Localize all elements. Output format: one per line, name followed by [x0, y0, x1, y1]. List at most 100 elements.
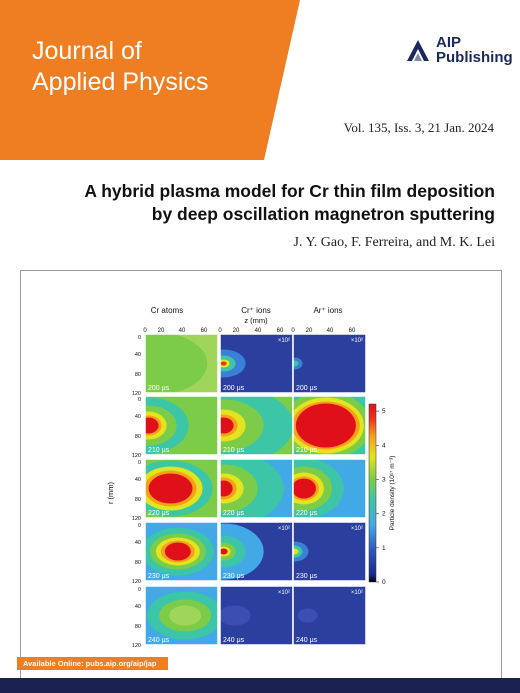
panel-border	[292, 521, 367, 582]
y-tick-label: 80	[135, 560, 141, 566]
multiplier-label: ×10²	[351, 590, 363, 596]
density-panel: 230 μs ×10²	[292, 521, 367, 582]
time-label: 230 μs	[223, 573, 245, 580]
colorbar-tick-label: 4	[382, 442, 386, 449]
column-title-cr-atoms: Cr atoms	[151, 306, 183, 315]
density-panel: 240 μs ×10²	[219, 585, 294, 646]
density-contour	[220, 548, 228, 555]
density-contour	[293, 360, 299, 367]
y-tick-label: 120	[132, 453, 141, 459]
density-contour	[145, 417, 159, 434]
time-label: 240 μs	[223, 637, 245, 644]
y-axis-label: r (mm)	[106, 481, 115, 504]
x-tick-c2-3: 60	[349, 328, 356, 334]
y-tick-label: 40	[135, 540, 141, 546]
panel-border	[292, 395, 367, 456]
article-title: A hybrid plasma model for Cr thin film d…	[20, 180, 495, 226]
y-tick-label: 120	[132, 516, 141, 522]
time-label: 220 μs	[223, 510, 245, 517]
x-tick-c1-2: 40	[255, 328, 262, 334]
density-contour	[295, 403, 356, 448]
y-tick-label: 0	[138, 587, 141, 593]
density-contour	[220, 361, 227, 366]
x-tick-c2-1: 20	[306, 328, 313, 334]
panel-border	[144, 585, 219, 646]
time-label: 220 μs	[296, 510, 318, 517]
colorbar-tick-label: 5	[382, 408, 386, 415]
density-panel: 220 μs	[292, 458, 367, 519]
x-tick-c0-1: 20	[158, 328, 165, 334]
article-title-line1: A hybrid plasma model for Cr thin film d…	[84, 181, 495, 201]
density-contour	[293, 548, 299, 555]
panel-background	[293, 334, 366, 393]
x-tick-c0-0: 0	[143, 328, 147, 334]
column-title-cr-ions: Cr⁺ ions	[241, 306, 271, 315]
density-panel: 210 μs	[292, 395, 367, 456]
density-map-figure: Cr atoms Cr⁺ ions Ar⁺ ions z (mm) 0 20 4…	[106, 306, 396, 649]
time-label: 210 μs	[296, 447, 318, 454]
density-contour	[220, 480, 233, 497]
density-panel: 240 μs ×10²	[292, 585, 367, 646]
bottom-band	[0, 678, 520, 693]
column-title-ar-ions: Ar⁺ ions	[313, 306, 342, 315]
density-contour	[148, 473, 193, 504]
y-tick-label: 0	[138, 460, 141, 466]
y-tick-label: 120	[132, 579, 141, 585]
y-tick-label: 80	[135, 497, 141, 503]
density-contour	[145, 334, 208, 393]
volume-info: Vol. 135, Iss. 3, 21 Jan. 2024	[343, 120, 494, 135]
density-contour	[220, 417, 234, 434]
x-axis-label: z (mm)	[244, 316, 268, 325]
density-contour	[293, 478, 316, 499]
density-contour	[169, 605, 202, 626]
multiplier-label: ×10²	[351, 338, 363, 344]
multiplier-label: ×10²	[278, 526, 290, 532]
availability-banner[interactable]: Available Online: pubs.aip.org/aip/jap	[17, 657, 168, 670]
panel-border	[144, 458, 219, 519]
journal-banner	[0, 0, 300, 160]
time-label: 230 μs	[296, 573, 318, 580]
panel-border	[292, 458, 367, 519]
multiplier-label: ×10²	[278, 590, 290, 596]
y-tick-label: 120	[132, 391, 141, 397]
journal-title: Journal of Applied Physics	[32, 36, 208, 98]
time-label: 210 μs	[148, 447, 170, 454]
y-tick-label: 40	[135, 477, 141, 483]
density-contour	[297, 608, 318, 623]
aip-logo-icon	[407, 40, 429, 61]
density-panels: 200 μs 200 μs ×10² 200 μs ×10² 210 μs 210 μs 21…	[144, 333, 367, 646]
y-tick-label: 0	[138, 335, 141, 341]
colorbar-tick-label: 2	[382, 511, 386, 518]
density-panel: 200 μs	[144, 333, 219, 394]
density-panel: 230 μs	[144, 521, 219, 582]
article-title-line2: by deep oscillation magnetron sputtering	[151, 204, 495, 224]
aip-logo-line2: Publishing	[436, 49, 513, 66]
panel-border	[144, 333, 219, 394]
density-panel: 220 μs	[219, 458, 294, 519]
x-tick-c0-2: 40	[179, 328, 186, 334]
density-panel: 200 μs ×10²	[292, 333, 367, 394]
density-panel: 220 μs	[144, 458, 219, 519]
density-contour	[164, 542, 191, 561]
time-label: 200 μs	[296, 385, 318, 392]
colorbar-label: Particle density (10¹⁷ m⁻³)	[389, 456, 396, 531]
density-panel: 210 μs	[219, 395, 294, 456]
time-label: 200 μs	[223, 385, 245, 392]
x-tick-c1-0: 0	[218, 328, 222, 334]
journal-title-line1: Journal of	[32, 37, 142, 65]
panel-border	[144, 395, 219, 456]
y-tick-label: 40	[135, 414, 141, 420]
y-tick-label: 0	[138, 397, 141, 403]
aip-publishing-logo: AIP Publishing	[405, 35, 513, 65]
x-tick-c2-0: 0	[291, 328, 295, 334]
x-tick-labels: 0 20 40 60 0 20 40 60 0 20 40 60	[143, 328, 356, 334]
y-tick-label: 120	[132, 643, 141, 649]
y-tick-label: 80	[135, 434, 141, 440]
panel-border	[144, 521, 219, 582]
y-tick-label: 40	[135, 604, 141, 610]
time-label: 240 μs	[148, 637, 170, 644]
journal-title-line2: Applied Physics	[32, 68, 209, 96]
colorbar-tick-label: 1	[382, 545, 386, 552]
multiplier-label: ×10²	[278, 338, 290, 344]
